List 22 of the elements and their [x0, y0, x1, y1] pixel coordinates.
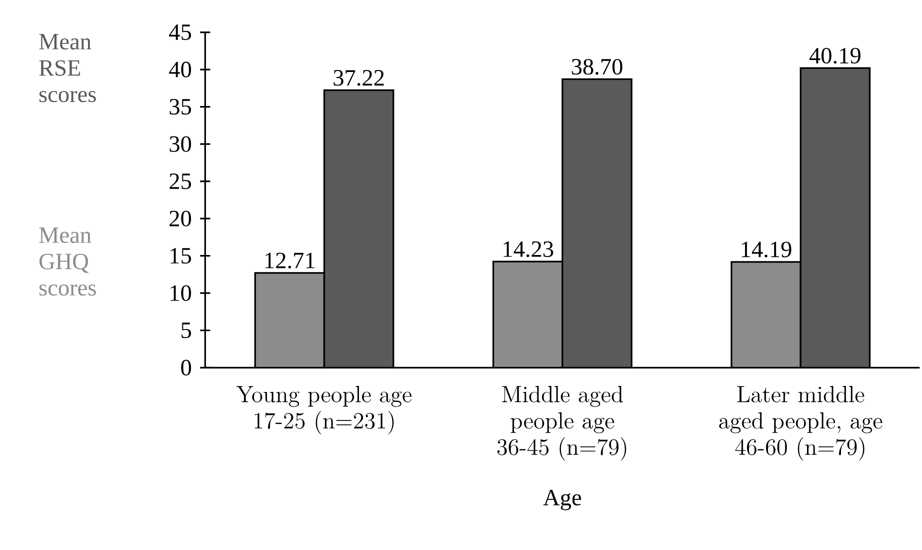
data-label: 40.19: [809, 48, 860, 64]
x-tick-label: Middle aged people age 36-45 (n=79): [497, 386, 626, 461]
y-tick-label: 35: [170, 99, 192, 115]
y-tick-label: 30: [170, 136, 192, 152]
y-tick-label: 5: [182, 322, 192, 338]
data-label: 14.23: [504, 242, 554, 258]
y-tick-label: 25: [170, 174, 192, 190]
data-label: 14.19: [742, 242, 792, 258]
text: Mean GHQ scores: [39, 228, 96, 296]
y-tick-label: 0: [181, 360, 192, 376]
x-tick-label: Later middle aged people, age 46-60 (n=79): [719, 386, 882, 461]
y-tick-label: 10: [170, 285, 192, 302]
data-label: 38.70: [572, 59, 622, 75]
data-label: 12.71: [265, 252, 314, 269]
x-axis-title: Age: [543, 490, 582, 510]
y-tick-label: 20: [170, 210, 192, 227]
data-label: 37.22: [334, 70, 384, 86]
y-tick-label: 45: [169, 24, 192, 40]
x-tick-label: Young people age 17-25 (n=231): [236, 386, 412, 434]
y-tick-label: 40: [169, 62, 192, 78]
y-tick-label: 15: [170, 248, 192, 264]
text: Mean RSE scores: [39, 34, 96, 102]
